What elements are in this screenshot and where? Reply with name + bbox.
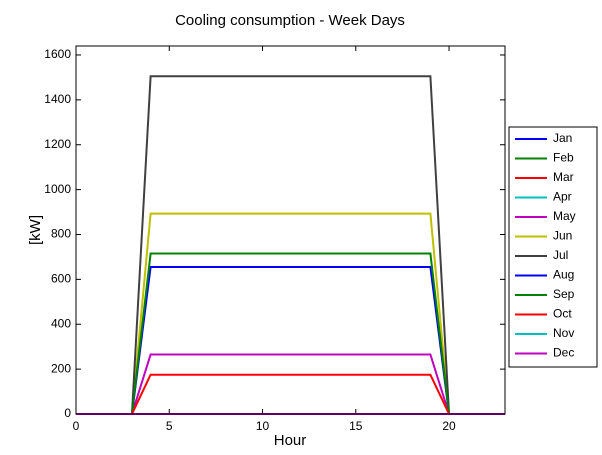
legend-label: Dec (553, 346, 574, 360)
x-tick-label: 0 (73, 419, 80, 433)
y-tick-label: 200 (51, 361, 71, 375)
y-tick-label: 1200 (44, 137, 71, 151)
y-tick-label: 0 (64, 406, 71, 420)
legend-label: Aug (553, 268, 574, 282)
y-tick-label: 1000 (44, 182, 71, 196)
plot-area (76, 46, 505, 414)
legend-box (508, 126, 598, 368)
legend-label: Feb (553, 151, 574, 165)
legend-label: Jun (553, 229, 572, 243)
x-tick-label: 10 (256, 419, 270, 433)
x-tick-label: 20 (442, 419, 456, 433)
legend-label: Sep (553, 287, 575, 301)
legend-label: Nov (553, 326, 574, 340)
data-line (76, 373, 505, 415)
y-tick-label: 600 (51, 272, 71, 286)
data-line (76, 212, 505, 415)
chart-title: Cooling consumption - Week Days (175, 12, 405, 29)
legend-label: Oct (553, 307, 572, 321)
y-axis-label: [kW] (27, 215, 44, 245)
x-tick-label: 15 (349, 419, 363, 433)
legend-label: Mar (553, 170, 574, 184)
data-line (76, 266, 505, 415)
legend-label: May (553, 209, 576, 223)
y-tick-label: 800 (51, 227, 71, 241)
legend-label: Jul (553, 248, 568, 262)
axes-box (75, 45, 506, 415)
data-line (76, 75, 505, 415)
legend-label: Jan (553, 131, 572, 145)
x-axis-label: Hour (274, 432, 307, 449)
legend-label: Apr (553, 190, 572, 204)
y-tick-label: 1600 (44, 47, 71, 61)
data-line (76, 252, 505, 415)
y-tick-label: 1400 (44, 92, 71, 106)
x-tick-label: 5 (166, 419, 173, 433)
data-line (76, 353, 505, 415)
y-tick-label: 400 (51, 316, 71, 330)
